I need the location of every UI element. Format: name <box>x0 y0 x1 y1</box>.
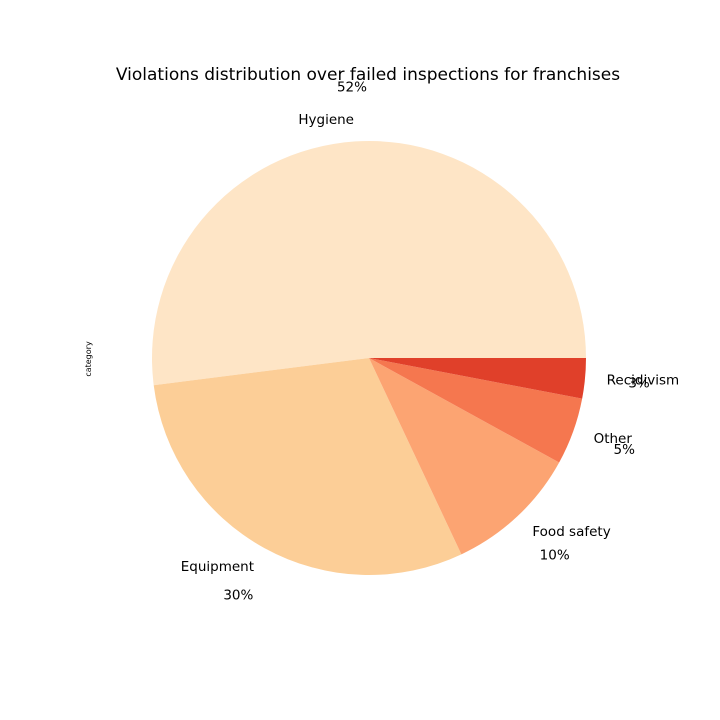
slice-label-other: Other <box>594 431 633 447</box>
slice-label-equipment: Equipment <box>181 559 254 575</box>
pie-slice-hygiene <box>152 141 586 386</box>
slice-label-food-safety: Food safety <box>532 524 610 540</box>
pie-slice-other <box>369 358 583 463</box>
slice-percent-hygiene: 52% <box>337 79 367 95</box>
pie-slice-food-safety <box>369 358 560 555</box>
slice-percent-equipment: 30% <box>223 588 253 604</box>
slice-percent-food-safety: 10% <box>540 548 570 564</box>
slice-percent-other: 5% <box>614 442 636 458</box>
chart-title: Violations distribution over failed insp… <box>116 65 620 85</box>
slice-label-recidivism: Recidivism <box>607 372 680 388</box>
slice-label-hygiene: Hygiene <box>298 112 354 128</box>
slice-percent-recidivism: 3% <box>628 376 650 392</box>
pie-slice-recidivism <box>369 358 586 399</box>
y-axis-label: category <box>84 341 93 377</box>
pie-labels: Hygiene 52% Equipment 30% Food safety 10% Othe… <box>181 79 679 603</box>
pie-slice-equipment <box>153 358 462 575</box>
pie-slices <box>152 141 586 575</box>
